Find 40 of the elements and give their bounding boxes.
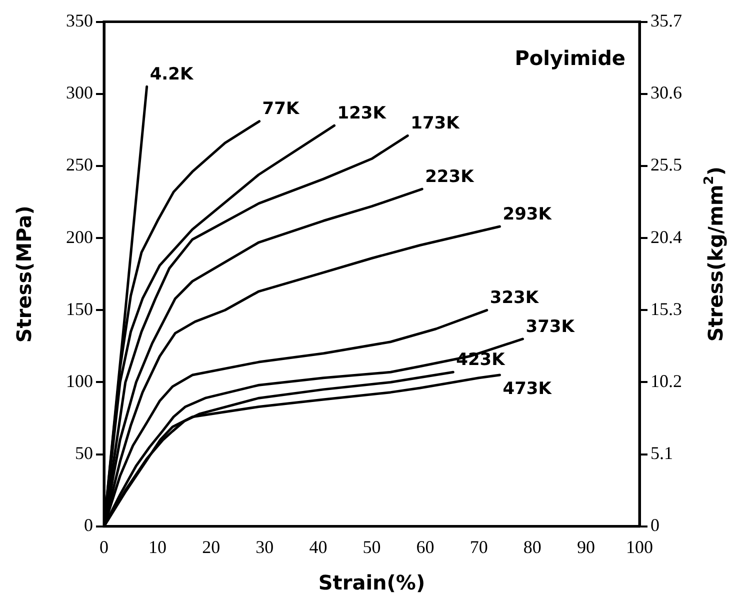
x-tick-label: 70	[470, 536, 488, 557]
series-label: 173K	[410, 114, 460, 134]
x-tick-label: 30	[256, 536, 274, 557]
x-tick-label: 20	[202, 536, 220, 557]
y2-tick-label: 20.4	[650, 226, 682, 247]
y-tick-label: 250	[66, 154, 93, 175]
y-axis-title: Stress(MPa)	[12, 206, 36, 343]
y-tick-label: 50	[75, 443, 93, 464]
x-tick-label: 0	[100, 536, 108, 557]
series-label: 473K	[502, 378, 552, 399]
x-tick-label: 10	[148, 536, 167, 557]
x-tick-label: 40	[309, 536, 328, 557]
y2-tick-label: 15.3	[650, 298, 682, 319]
series-label: 77K	[262, 99, 300, 120]
y-tick-label: 300	[66, 82, 93, 103]
y2-tick-label: 0	[650, 515, 660, 536]
y-tick-label: 150	[66, 298, 93, 319]
y2-tick-label: 5.1	[650, 443, 673, 464]
y-tick-label: 0	[84, 515, 93, 536]
series-label: 373K	[526, 316, 576, 337]
y2-axis-title: Stress(kg/mm2)	[702, 166, 728, 342]
series-label: 4.2K	[150, 64, 194, 85]
y2-tick-label: 30.6	[650, 82, 682, 103]
y-tick-label: 200	[66, 226, 93, 247]
series-label: 223K	[425, 166, 475, 187]
y-tick-label: 100	[66, 370, 93, 391]
y-tick-label: 350	[66, 10, 93, 31]
x-tick-label: 50	[362, 536, 381, 557]
series-label: 123K	[337, 104, 387, 124]
x-axis-title: Strain(%)	[318, 570, 426, 595]
series-label: 293K	[502, 204, 552, 224]
series-label: 323K	[490, 288, 540, 308]
x-tick-label: 60	[416, 536, 434, 557]
annotation: Polyimide	[514, 46, 626, 70]
x-tick-label: 100	[626, 536, 653, 557]
x-tick-label: 90	[576, 536, 595, 557]
y2-tick-label: 25.5	[650, 154, 682, 175]
x-tick-label: 80	[523, 536, 542, 557]
y2-tick-label: 10.2	[650, 370, 682, 391]
y2-tick-label: 35.7	[650, 10, 682, 31]
